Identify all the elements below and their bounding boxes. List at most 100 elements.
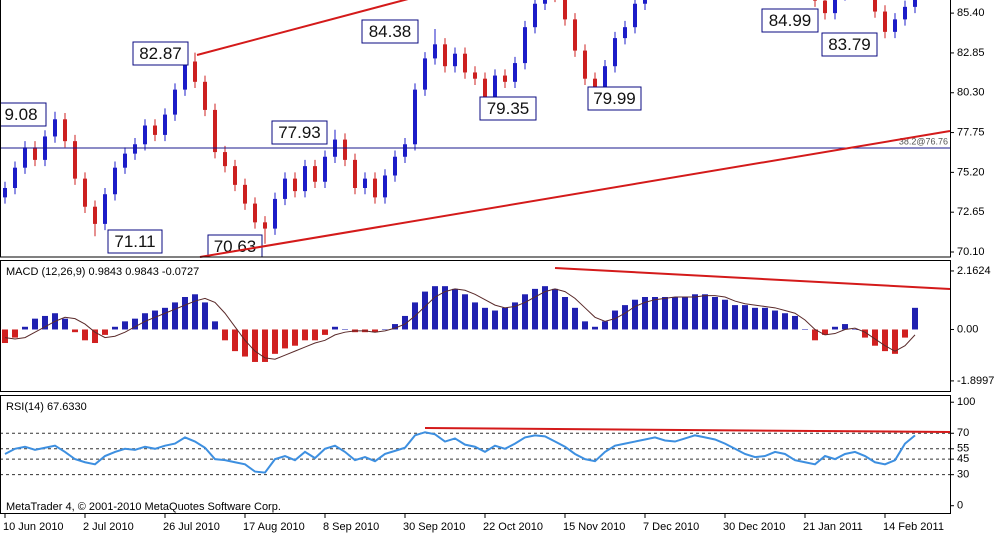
macd-bar: [792, 315, 798, 330]
macd-bar: [12, 329, 18, 338]
price-label-box: [587, 86, 642, 111]
macd-bar: [442, 286, 448, 330]
y-tick-label: 0: [957, 500, 963, 512]
candle-body: [353, 159, 357, 188]
macd-pane: MACD (12,26,9) 0.9843 0.9843 -0.0727: [2, 266, 918, 362]
macd-bar: [272, 329, 278, 354]
price-label: 83.79: [828, 35, 871, 54]
candle-body: [603, 66, 607, 89]
candle-body: [593, 78, 597, 89]
candle-body: [493, 75, 497, 98]
candle-body: [633, 3, 637, 28]
pane-borders: [0, 0, 951, 514]
macd-bar: [512, 302, 518, 330]
macd-bar: [292, 329, 298, 346]
x-tick-label: 17 Aug 2010: [243, 521, 305, 533]
macd-bar: [232, 329, 238, 352]
macd-bar: [242, 329, 248, 357]
macd-bar: [252, 329, 258, 362]
macd-bar: [82, 329, 88, 341]
candle-body: [523, 27, 527, 64]
candle-body: [313, 166, 317, 182]
trend-line: [554, 267, 951, 290]
macd-bar: [812, 329, 818, 341]
macd-bar: [342, 329, 348, 330]
price-label: 77.93: [278, 123, 321, 142]
candle-body: [203, 81, 207, 110]
candle-body: [133, 144, 137, 154]
candle-body: [143, 125, 147, 145]
y-tick-label: 72.65: [957, 206, 985, 218]
candle-body: [393, 156, 397, 176]
macd-bar: [402, 315, 408, 330]
y-tick-label: 55: [957, 443, 969, 455]
candle-body: [483, 78, 487, 98]
candle-body: [903, 6, 907, 20]
candle-body: [273, 198, 277, 229]
candle-body: [833, 0, 837, 14]
y-tick-label: 45: [957, 453, 969, 465]
price-label-box: [107, 229, 163, 254]
x-tick-label: 30 Sep 2010: [403, 521, 465, 533]
candle-body: [883, 11, 887, 32]
macd-bar: [62, 318, 68, 330]
macd-bar: [302, 329, 308, 341]
price-label: 82.87: [139, 44, 182, 63]
price-label: 9.08: [4, 105, 37, 124]
macd-bar: [552, 288, 558, 330]
x-tick-label: 15 Nov 2010: [563, 521, 625, 533]
candle-body: [443, 44, 447, 67]
macd-bar: [32, 318, 38, 330]
candle-body: [413, 89, 417, 145]
macd-bar: [602, 321, 608, 330]
y-tick-label: 70.10: [957, 246, 985, 258]
macd-bar: [722, 299, 728, 330]
macd-bar: [492, 310, 498, 330]
candle-body: [503, 75, 507, 82]
signal-line: [4, 288, 916, 360]
candle-body: [13, 167, 17, 188]
candle-body: [583, 50, 587, 79]
macd-bar: [262, 329, 268, 362]
macd-bar: [912, 307, 918, 330]
candle-body: [183, 61, 187, 90]
candle-body: [513, 63, 517, 82]
candle-body: [153, 125, 157, 135]
candle-body: [83, 178, 87, 207]
macd-bar: [612, 310, 618, 330]
x-tick-label: 22 Oct 2010: [483, 521, 543, 533]
macd-bar: [2, 329, 8, 344]
x-tick-label: 8 Sep 2010: [323, 521, 379, 533]
macd-bar: [762, 307, 768, 330]
candle-body: [63, 119, 67, 142]
price-label-box: [271, 120, 328, 145]
macd-bar: [882, 329, 888, 352]
candle-body: [293, 178, 297, 192]
candle-body: [643, 0, 647, 4]
macd-bar: [132, 318, 138, 330]
macd-bar: [632, 299, 638, 330]
candle-body: [243, 184, 247, 204]
trend-line: [424, 427, 951, 433]
x-tick-label: 10 Jun 2010: [3, 521, 64, 533]
candle-body: [533, 3, 537, 28]
macd-bar: [312, 329, 318, 341]
candle-body: [23, 147, 27, 168]
macd-bar: [692, 294, 698, 330]
macd-bar: [382, 329, 388, 330]
candle-body: [363, 178, 367, 188]
x-tick-label: 7 Dec 2010: [643, 521, 699, 533]
candle-body: [213, 109, 217, 153]
macd-bar: [282, 329, 288, 349]
macd-bar: [872, 329, 878, 346]
x-tick-label: 2 Jul 2010: [83, 521, 134, 533]
axes: 85.40 82.85 80.30 77.75 75.20 72.65 70.10 2.162…: [3, 7, 994, 533]
candle-body: [193, 61, 197, 82]
y-tick-label: 82.85: [957, 47, 985, 59]
macd-bar: [182, 296, 188, 330]
price-label: 84.99: [769, 11, 812, 30]
price-label-box: [479, 96, 537, 121]
macd-bar: [672, 296, 678, 330]
macd-bar: [112, 326, 118, 330]
pane-title: MACD (12,26,9) 0.9843 0.9843 -0.0727: [6, 266, 199, 278]
